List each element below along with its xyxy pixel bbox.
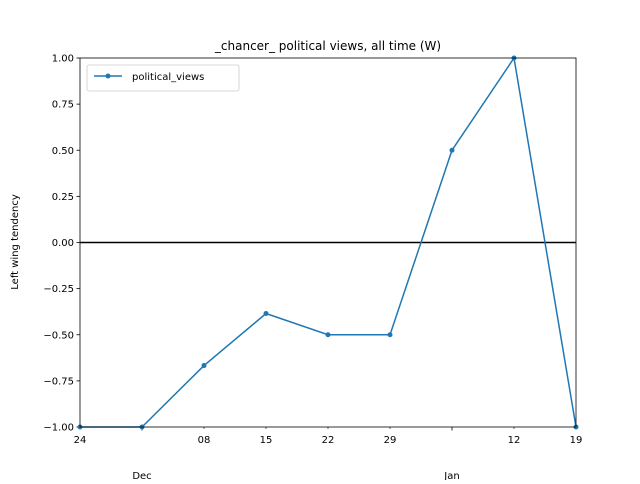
legend: political_views: [86, 64, 240, 92]
y-tick-label: −0.50: [43, 330, 74, 341]
data-point: [201, 363, 207, 369]
y-tick-label: 1.00: [52, 54, 74, 65]
y-tick-label: −0.75: [43, 376, 74, 387]
legend-label-political-views: political_views: [132, 72, 204, 83]
y-axis-label: Left wing tendency: [10, 194, 21, 290]
data-point: [387, 332, 393, 338]
y-tick-label: 0.25: [52, 192, 74, 203]
y-tick-label: −0.25: [43, 284, 74, 295]
data-point: [263, 311, 269, 317]
x-minor-tick-label: 22: [322, 435, 335, 446]
legend-box: [86, 64, 240, 92]
x-minor-tick-label: 08: [198, 435, 211, 446]
x-minor-tick-label: 29: [384, 435, 397, 446]
data-point: [325, 332, 331, 338]
x-major-tick-label: Dec: [132, 471, 151, 480]
x-minor-tick-label: 19: [570, 435, 583, 446]
x-major-tick-label: Jan: [443, 471, 459, 480]
x-minor-tick-label: 15: [260, 435, 273, 446]
plot-area: −1.00 −0.75 −0.50 −0.25 0.00 0.25 0.50 0.75 1.00…: [43, 54, 583, 483]
legend-swatch-marker: [105, 73, 111, 79]
x-minor-tick-label: 12: [508, 435, 521, 446]
y-tick-label: 0.00: [52, 238, 74, 249]
y-tick-label: −1.00: [43, 423, 74, 434]
y-tick-label: 0.75: [52, 100, 74, 111]
x-minor-tick-label: 24: [74, 435, 87, 446]
plot-frame: [79, 57, 577, 428]
chart-title: _chancer_ political views, all time (W): [214, 39, 441, 53]
data-point: [449, 147, 455, 153]
y-tick-label: 0.50: [52, 146, 74, 157]
